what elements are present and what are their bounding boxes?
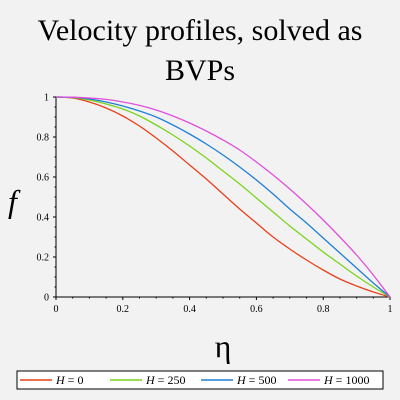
chart-title-line-2: BVPs (165, 54, 235, 87)
chart-title-line-1: Velocity profiles, solved as (38, 14, 363, 47)
series-line-2 (55, 96, 391, 298)
x-tick-label: 0.4 (183, 304, 196, 315)
legend-label-3: H = 1000 (323, 373, 369, 387)
legend-label-1: H = 250 (145, 373, 185, 387)
y-tick-label: 0.2 (37, 253, 50, 264)
legend-value: = (155, 373, 168, 387)
legend-variable: H (145, 373, 156, 387)
x-tick-label: 0.2 (117, 304, 130, 315)
series-line-3 (55, 96, 391, 298)
x-tick-label: 0 (54, 304, 59, 315)
axes (55, 97, 390, 298)
y-axis-label: f (8, 183, 21, 219)
x-axis-label: η (215, 328, 232, 364)
legend-box (16, 370, 384, 390)
legend-variable: H (236, 373, 247, 387)
x-tick-label: 0.8 (317, 304, 330, 315)
legend-variable: H (55, 373, 66, 387)
legend-variable: H (323, 373, 334, 387)
y-tick-label: 0.6 (37, 173, 50, 184)
x-tick-label: 0.6 (250, 304, 263, 315)
series-lines (55, 96, 391, 298)
legend-label-0: H = 0 (55, 373, 83, 387)
legend-value-number: 500 (258, 373, 276, 387)
y-tick-label: 0.4 (37, 213, 50, 224)
y-tick-label: 0.8 (37, 133, 50, 144)
x-tick-label: 1 (388, 304, 393, 315)
legend-value-number: 1000 (345, 373, 369, 387)
legend-value: = (333, 373, 346, 387)
y-tick-label: 0 (44, 293, 49, 304)
legend-value: = (246, 373, 259, 387)
legend-value: = (65, 373, 78, 387)
series-line-1 (55, 96, 391, 298)
legend-value-number: 0 (77, 373, 83, 387)
tick-labels: 0 0.2 0.4 0.6 0.8 1 0 0.2 0.4 0.6 0.8 1 (37, 93, 393, 316)
legend-label-2: H = 500 (236, 373, 276, 387)
legend-value-number: 250 (167, 373, 185, 387)
series-line-0 (55, 96, 391, 298)
y-tick-label: 1 (44, 93, 49, 104)
